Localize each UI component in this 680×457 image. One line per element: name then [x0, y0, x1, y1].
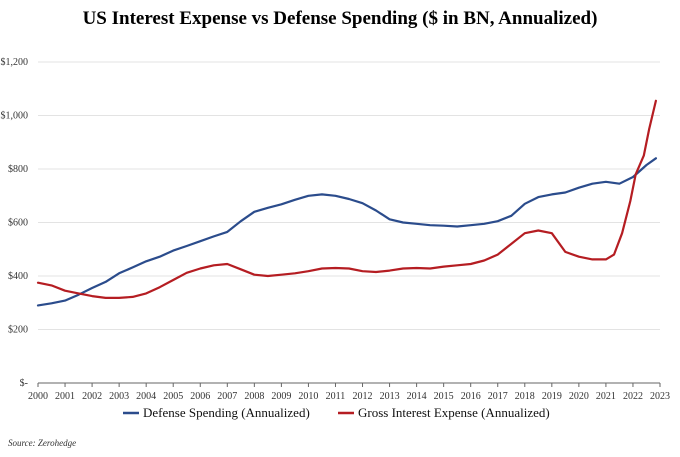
x-tick-label: 2006 — [190, 391, 210, 402]
x-tick-label: 2016 — [461, 391, 481, 402]
x-tick-label: 2022 — [623, 391, 643, 402]
x-tick-label: 2000 — [28, 391, 48, 402]
x-tick-label: 2012 — [353, 391, 373, 402]
x-tick-label: 2010 — [298, 391, 318, 402]
x-tick-label: 2004 — [136, 391, 156, 402]
x-tick-label: 2011 — [326, 391, 346, 402]
series-line-interest-expense — [36, 99, 658, 299]
series-line-defense-spending — [36, 157, 658, 307]
y-tick-label: $1,200 — [1, 57, 29, 68]
chart-title: US Interest Expense vs Defense Spending … — [83, 8, 598, 29]
x-tick-label: 2002 — [82, 391, 102, 402]
legend-label: Gross Interest Expense (Annualized) — [358, 405, 550, 420]
x-tick-label: 2014 — [407, 391, 427, 402]
x-tick-label: 2009 — [271, 391, 291, 402]
x-tick-label: 2003 — [109, 391, 129, 402]
series — [36, 99, 658, 307]
y-tick-label: $200 — [8, 325, 28, 336]
y-tick-label: $- — [20, 378, 28, 389]
y-tick-label: $800 — [8, 164, 28, 175]
x-tick-label: 2001 — [55, 391, 75, 402]
x-tick-label: 2005 — [163, 391, 183, 402]
legend-label: Defense Spending (Annualized) — [143, 405, 310, 420]
gridlines — [38, 61, 660, 384]
x-tick-label: 2008 — [244, 391, 264, 402]
x-tick-label: 2017 — [488, 391, 508, 402]
x-tick-label: 2023 — [650, 391, 670, 402]
x-tick-label: 2019 — [542, 391, 562, 402]
x-tick-label: 2020 — [569, 391, 589, 402]
y-tick-label: $1,000 — [1, 111, 29, 122]
x-tick-label: 2013 — [380, 391, 400, 402]
y-tick-label: $600 — [8, 218, 28, 229]
y-axis: $- $200 $400 $600 $800 $1,000 $1,200 — [1, 57, 29, 389]
x-axis: 2000 2001 2002 2003 2004 2005 2006 2007 2008 2009… — [28, 382, 670, 402]
y-tick-label: $400 — [8, 271, 28, 282]
x-tick-label: 2018 — [515, 391, 535, 402]
x-tick-label: 2021 — [596, 391, 616, 402]
source-note: Source: Zerohedge — [8, 438, 76, 448]
x-tick-label: 2015 — [434, 391, 454, 402]
x-tick-label: 2007 — [217, 391, 237, 402]
legend: Defense Spending (Annualized) Gross Inter… — [123, 405, 550, 420]
